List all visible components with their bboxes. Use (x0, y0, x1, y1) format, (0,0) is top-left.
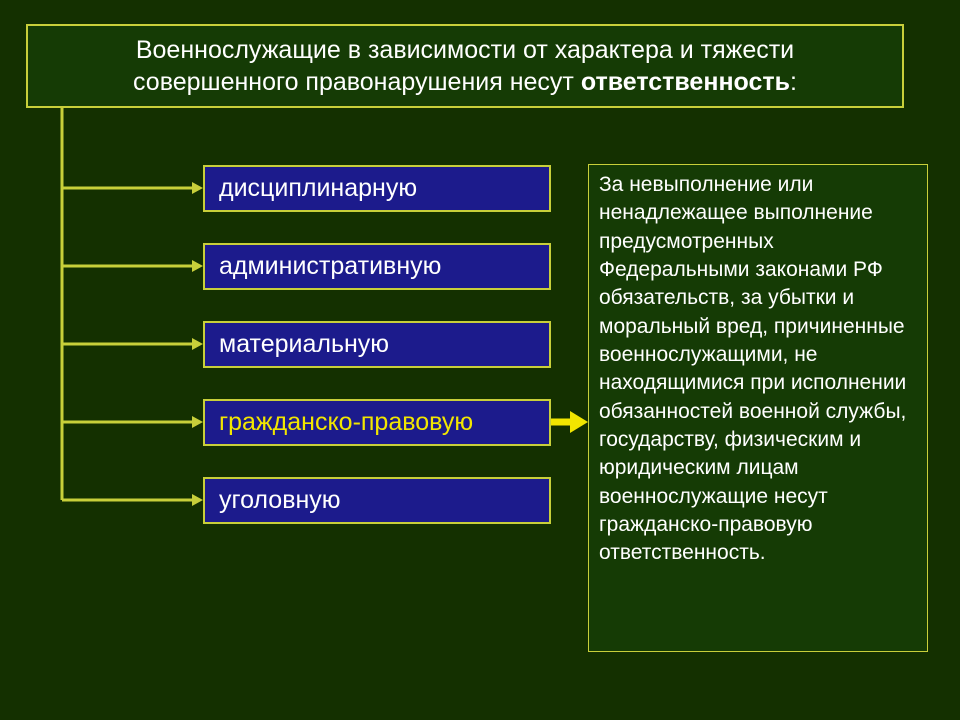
description-box: За невыполнение или ненадлежащее выполне… (588, 164, 928, 652)
header-line-1: Военнослужащие в зависимости от характер… (136, 34, 794, 67)
header-line-2: совершенного правонарушения несут ответс… (133, 66, 797, 99)
item-box-1: административную (203, 243, 551, 290)
item-label: дисциплинарную (219, 174, 417, 203)
item-label: уголовную (219, 486, 341, 515)
item-label: гражданско-правовую (219, 408, 473, 437)
header-line-2-bold: ответственность (581, 68, 790, 96)
header-line-2-suffix: : (790, 68, 797, 96)
item-box-2: материальную (203, 321, 551, 368)
description-text: За невыполнение или ненадлежащее выполне… (599, 173, 906, 564)
item-box-0: дисциплинарную (203, 165, 551, 212)
header-box: Военнослужащие в зависимости от характер… (26, 24, 904, 108)
item-label: материальную (219, 330, 389, 359)
item-label: административную (219, 252, 441, 281)
slide-canvas: Военнослужащие в зависимости от характер… (0, 0, 960, 720)
header-line-2-prefix: совершенного правонарушения несут (133, 68, 581, 96)
item-box-3: гражданско-правовую (203, 399, 551, 446)
item-box-4: уголовную (203, 477, 551, 524)
